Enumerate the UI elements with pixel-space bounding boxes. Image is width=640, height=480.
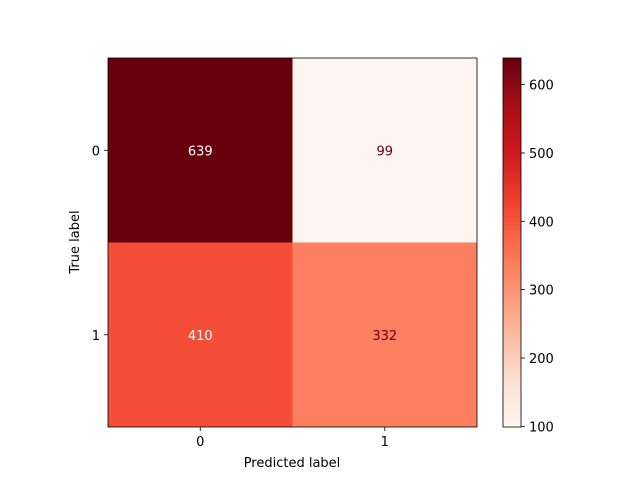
colorbar-tick-label: 400 xyxy=(529,215,554,230)
heatmap-cell-1-0 xyxy=(108,242,293,427)
colorbar-tick-label: 100 xyxy=(529,420,554,435)
colorbar-tick-label: 300 xyxy=(529,284,554,299)
cell-value-labels: 639 99 410 332 xyxy=(188,144,397,344)
y-tick-label: 1 xyxy=(92,329,100,344)
x-tick-label: 0 xyxy=(196,435,204,450)
heatmap-cells xyxy=(108,58,477,427)
colorbar-tick-label: 600 xyxy=(529,79,554,94)
colorbar-tick-label: 500 xyxy=(529,147,554,162)
heatmap-cell-0-0 xyxy=(108,58,293,243)
y-axis-ticks: 01 xyxy=(92,144,108,344)
heatmap-cell-1-1 xyxy=(292,242,477,427)
colorbar xyxy=(502,57,522,428)
x-axis-label: Predicted label xyxy=(244,456,341,471)
colorbar-tick-label: 200 xyxy=(529,352,554,367)
heatmap-cell-0-1 xyxy=(292,58,477,243)
colorbar-ticks: 100 200 300 400 500 600 xyxy=(521,79,554,435)
cell-value-label: 332 xyxy=(372,329,397,344)
plot-frame xyxy=(107,57,478,428)
y-tick-label: 0 xyxy=(92,144,100,159)
x-tick-label: 1 xyxy=(381,435,389,450)
cell-value-label: 410 xyxy=(188,329,213,344)
y-axis-label: True label xyxy=(68,210,83,274)
cell-value-label: 639 xyxy=(188,144,213,159)
cell-value-label: 99 xyxy=(376,144,393,159)
